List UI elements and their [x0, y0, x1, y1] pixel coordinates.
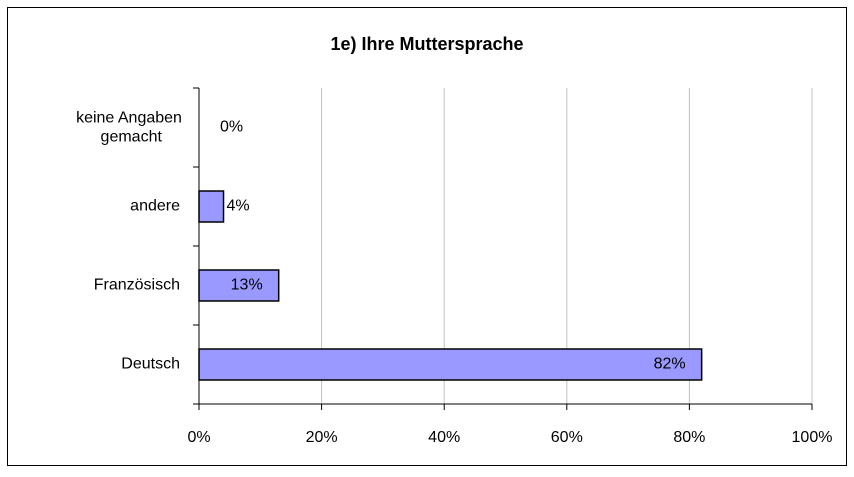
- bar: [198, 269, 280, 302]
- x-tick-label: 80%: [673, 429, 705, 446]
- x-tick-label: 40%: [428, 429, 460, 446]
- chart-border: [7, 7, 847, 466]
- chart-title: 1e) Ihre Muttersprache: [330, 34, 523, 54]
- data-label: 82%: [654, 356, 686, 373]
- y-tick-label: andere: [130, 198, 180, 215]
- data-label: 0%: [220, 119, 243, 136]
- y-tick-label: Französisch: [94, 277, 180, 294]
- y-tick-label: Deutsch: [121, 356, 180, 373]
- data-label: 13%: [231, 277, 263, 294]
- x-tick-label: 20%: [306, 429, 338, 446]
- x-tick-label: 60%: [551, 429, 583, 446]
- bar: [198, 348, 703, 381]
- bar: [198, 190, 225, 223]
- x-tick-label: 0%: [187, 429, 210, 446]
- data-label: 4%: [227, 198, 250, 215]
- y-tick-label: keine Angaben gemacht: [76, 110, 182, 146]
- x-tick-label: 100%: [792, 429, 833, 446]
